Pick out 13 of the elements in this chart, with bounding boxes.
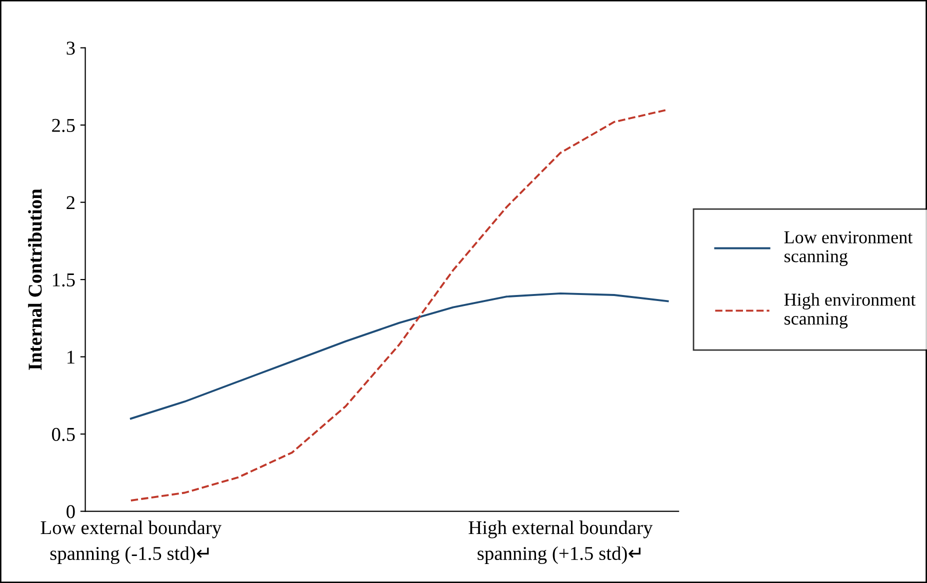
- y-tick-label: 1.5: [52, 273, 75, 287]
- x-tick-label: High external boundary spanning (+1.5 std)↵: [468, 520, 653, 564]
- y-tick-label: 3: [66, 42, 75, 55]
- y-tick-label: 0: [66, 505, 75, 518]
- y-tick-label: 1: [68, 350, 74, 364]
- y-axis-title: Internal Contribution: [28, 188, 42, 370]
- y-tick-label: 2: [66, 196, 74, 210]
- x-tick-label: Low external boundary spanning (-1.5 std)↵: [40, 520, 222, 564]
- y-tick-label: 2.5: [52, 118, 75, 132]
- line-series: [130, 292, 669, 420]
- legend-label: High environment scanning: [784, 293, 916, 328]
- y-tick-label: 0.5: [52, 428, 75, 442]
- legend-label: Low environment scanning: [784, 231, 913, 266]
